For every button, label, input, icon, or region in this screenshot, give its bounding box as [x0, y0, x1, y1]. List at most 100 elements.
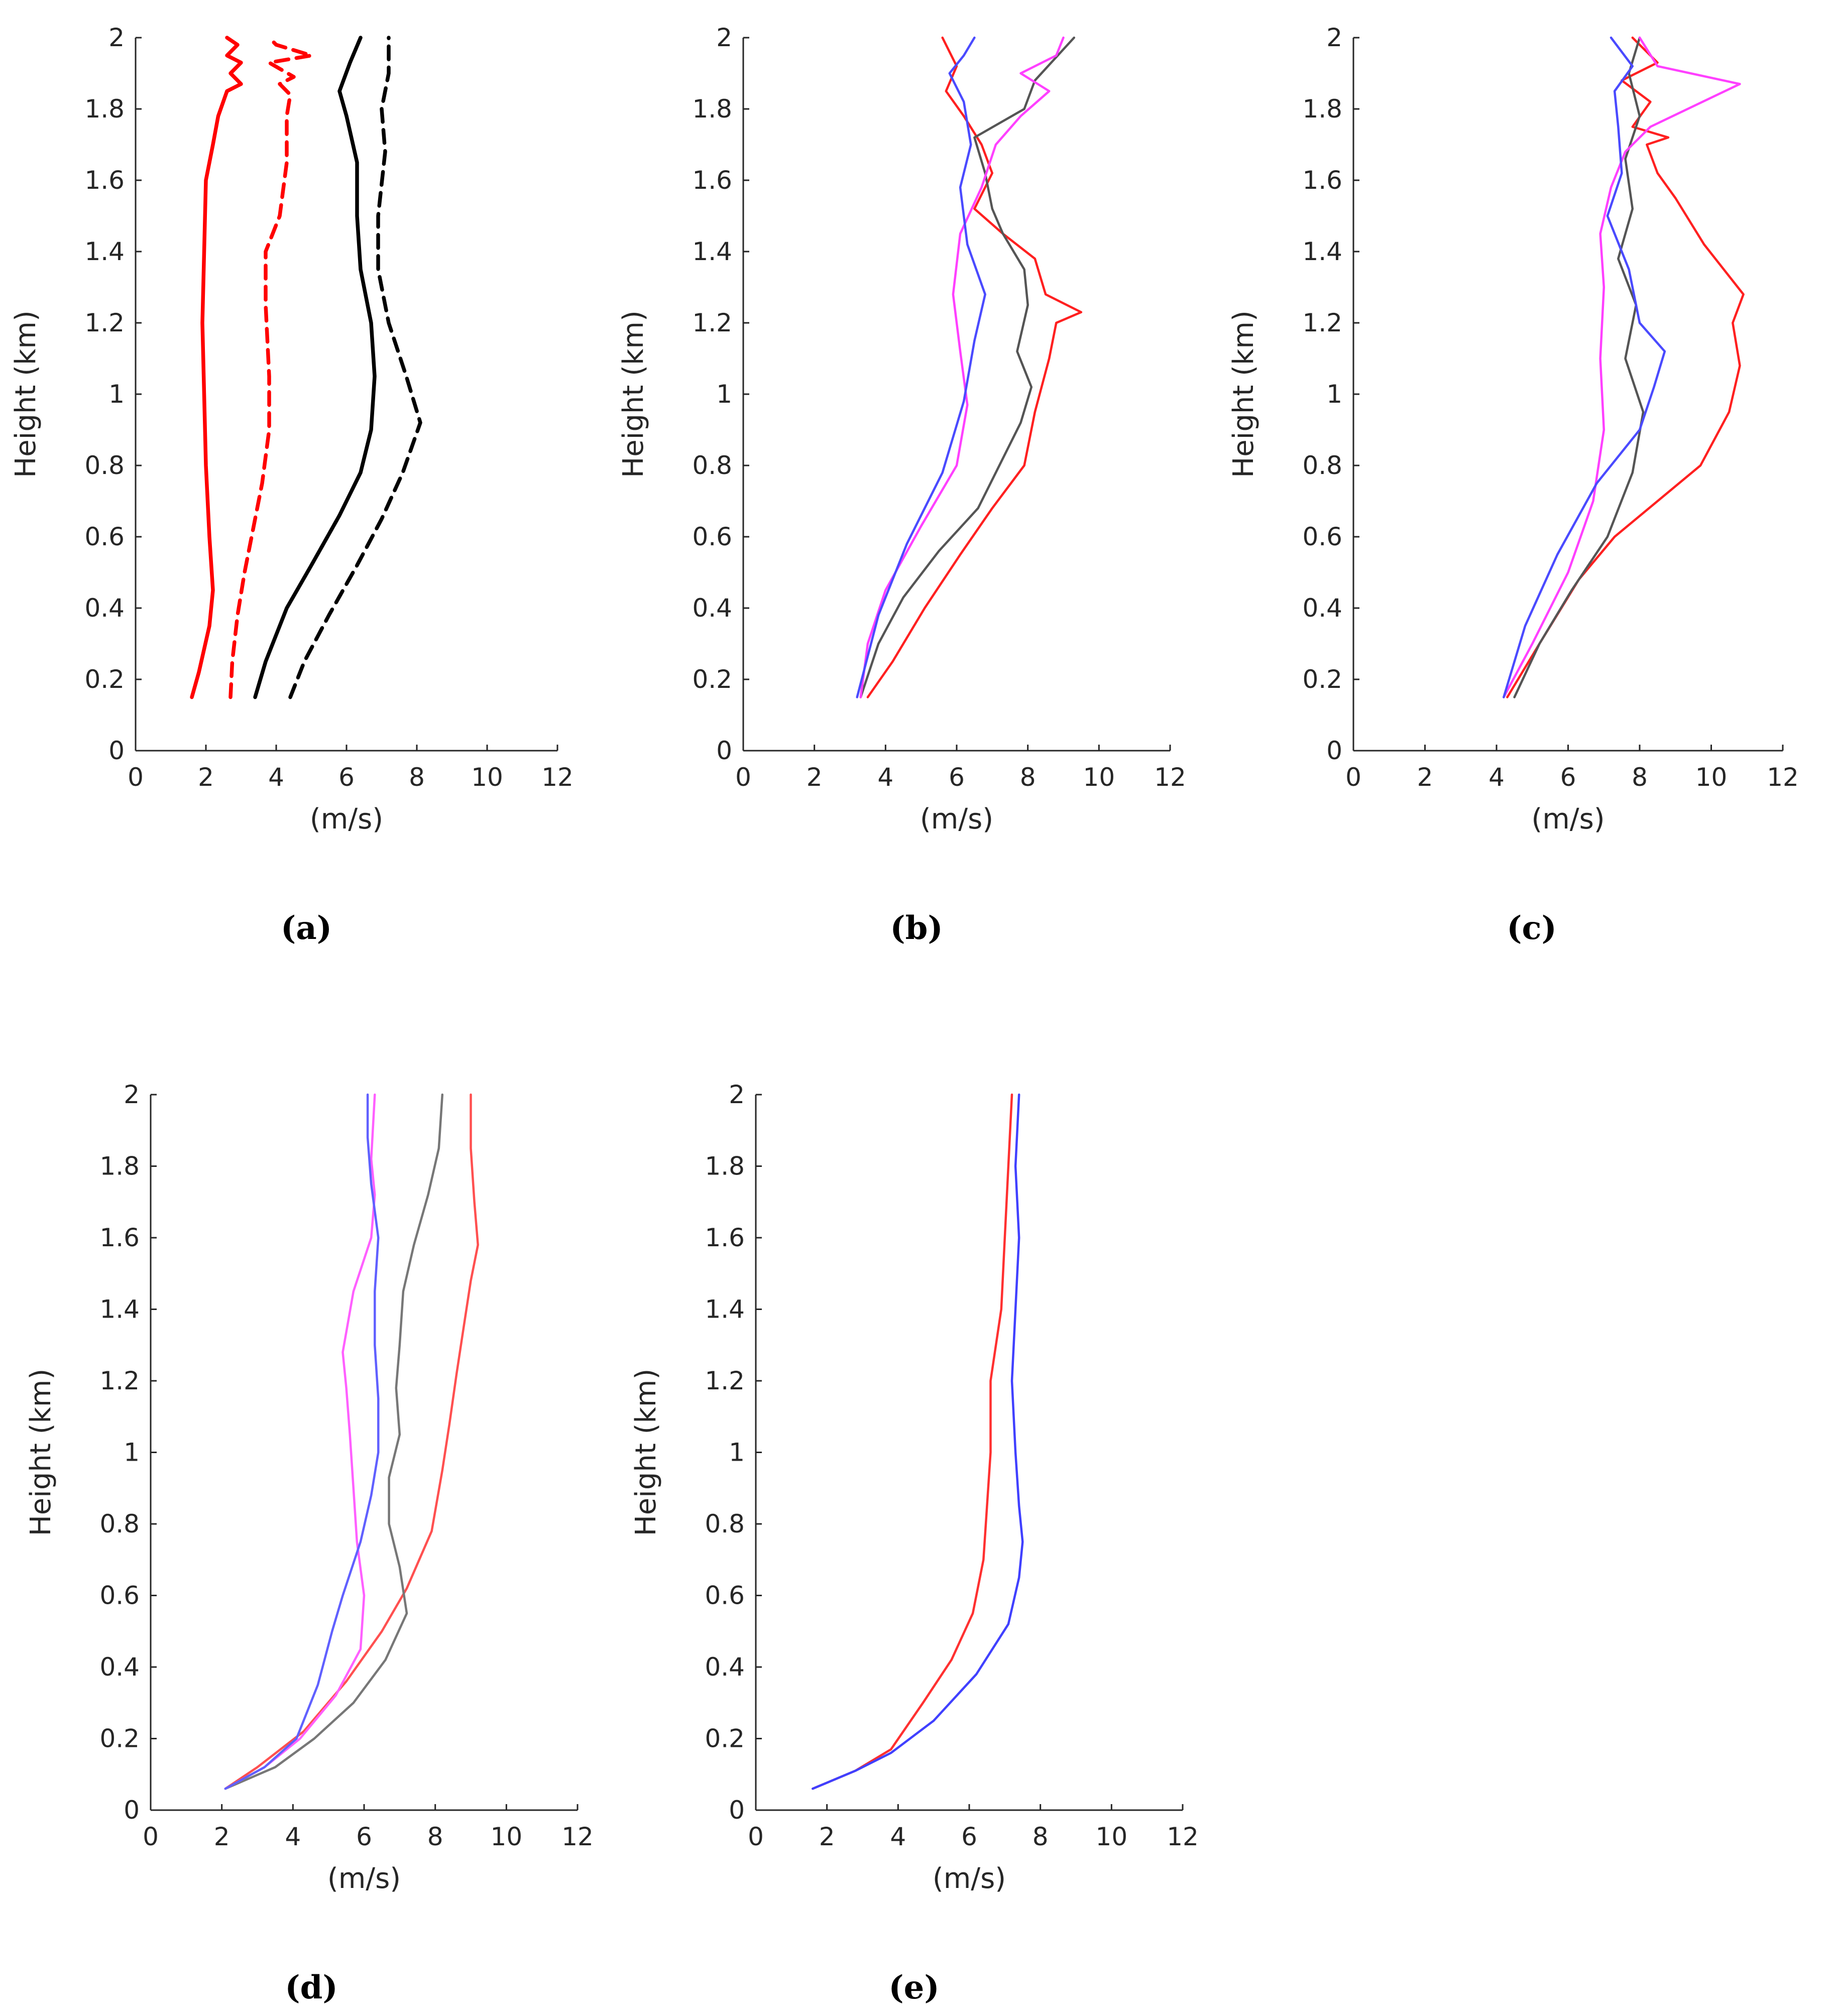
panel-e-ytick-label: 0 [729, 1796, 745, 1825]
panel-e-xtick-label: 6 [961, 1822, 977, 1851]
panel-c-ytick-label: 1.4 [1302, 237, 1342, 266]
panel-b-xtick-label: 10 [1083, 763, 1115, 792]
panel-e-ytick-label: 1 [729, 1438, 745, 1467]
panel-d-xtick-label: 0 [143, 1822, 159, 1851]
panel-e-label: (e) [888, 1969, 939, 2006]
panel-d-ytick-label: 0 [124, 1796, 140, 1825]
panel-d-ytick-label: 1.6 [99, 1223, 140, 1252]
panel-c-ylabel: Height (km) [1227, 310, 1260, 478]
panel-e-xlabel: (m/s) [933, 1862, 1006, 1895]
panel-c-xtick-label: 10 [1695, 763, 1728, 792]
panel-d-ytick-label: 1.8 [99, 1152, 140, 1181]
panel-e-xtick-label: 12 [1167, 1822, 1199, 1851]
panel-b-plot: 0 2 4 6 8 10 12 0 0.2 0.4 0.6 0.8 1 1.2 1.4 1.6 1.8 2 (m/s… [617, 23, 1186, 836]
panel-b-xtick-label: 4 [877, 763, 893, 792]
panel-a-plot: 0 2 4 6 8 10 12 0 0.2 0.4 0.6 0.8 1 1.2 1.4 1.6 1.8 2 (m/s… [10, 23, 574, 836]
panel-b: 0 2 4 6 8 10 12 0 0.2 0.4 0.6 0.8 1 1.2 1.4 1.6 1.8 2 (m/s… [617, 23, 1186, 947]
panel-a-series-black-solid [253, 36, 377, 699]
panel-e-ytick-label: 0.2 [705, 1724, 745, 1753]
panel-a-ytick-label: 0.6 [84, 522, 125, 551]
panel-a-xtick-label: 10 [471, 763, 503, 792]
panel-a-ytick-label: 1.8 [84, 94, 125, 124]
panel-a-xtick-label: 2 [198, 763, 214, 792]
panel-c-series-blue [1503, 36, 1666, 698]
panel-e-ytick-label: 1.2 [705, 1366, 745, 1395]
panel-e: 0 2 4 6 8 10 12 0 0.2 0.4 0.6 0.8 1 1.2 1.4 1.6 1.8 2 (m/s… [630, 1080, 1199, 2006]
panel-c: 0 2 4 6 8 10 12 0 0.2 0.4 0.6 0.8 1 1.2 1.4 1.6 1.8 2 (m/s… [1227, 23, 1799, 947]
panel-c-ytick-label: 1.8 [1302, 94, 1342, 124]
panel-e-ytick-label: 1.8 [705, 1152, 745, 1181]
panel-d-xtick-label: 10 [491, 1822, 523, 1851]
panel-b-ytick-label: 0.2 [692, 665, 732, 694]
panel-d-ytick-label: 0.8 [99, 1509, 140, 1538]
panel-a-ytick-label: 0 [108, 736, 125, 765]
panel-e-ylabel: Height (km) [630, 1369, 662, 1536]
panel-b-ylabel: Height (km) [617, 310, 650, 478]
panel-d-series-magenta [224, 1093, 376, 1790]
panel-a-ytick-label: 0.4 [84, 594, 125, 623]
panel-a-ytick-label: 0.8 [84, 451, 125, 480]
panel-d-ytick-label: 0.4 [99, 1652, 140, 1682]
panel-d-xtick-label: 6 [356, 1822, 372, 1851]
panel-b-series-black [859, 36, 1076, 698]
panel-c-xtick-label: 0 [1345, 763, 1361, 792]
panel-a-xlabel: (m/s) [310, 803, 383, 836]
panel-b-ytick-label: 0 [716, 736, 732, 765]
panel-a-label: (a) [281, 909, 332, 947]
panel-c-ytick-label: 2 [1326, 23, 1342, 52]
panel-a-ytick-label: 0.2 [84, 665, 125, 694]
panel-c-ytick-label: 1.6 [1302, 166, 1342, 195]
panel-b-series-magenta [859, 36, 1065, 698]
panel-a-series-red-dashed [228, 36, 313, 699]
panel-d-ytick-label: 0.2 [99, 1724, 140, 1753]
panel-e-series-red [812, 1093, 1013, 1790]
panel-a-xtick-label: 12 [541, 763, 574, 792]
panel-a-series-black-dashed [288, 36, 422, 699]
panel-a-ytick-label: 1.6 [84, 166, 125, 195]
panel-e-xtick-label: 0 [748, 1822, 764, 1851]
panel-e-ytick-label: 2 [729, 1080, 745, 1109]
panel-d-ytick-label: 1.4 [99, 1295, 140, 1324]
panel-b-xtick-label: 8 [1020, 763, 1036, 792]
panel-b-xtick-label: 12 [1154, 763, 1186, 792]
panel-a-ytick-label: 2 [108, 23, 125, 52]
panel-c-ytick-label: 0.6 [1302, 522, 1342, 551]
panel-c-ytick-label: 0.2 [1302, 665, 1342, 694]
panel-d-xlabel: (m/s) [327, 1862, 401, 1895]
panel-c-xtick-label: 12 [1767, 763, 1799, 792]
panel-d-xtick-label: 12 [561, 1822, 594, 1851]
panel-a-ytick-label: 1.4 [84, 237, 125, 266]
panel-b-ytick-label: 0.6 [692, 522, 732, 551]
panel-c-ytick-label: 0.4 [1302, 594, 1342, 623]
panel-c-series-red [1506, 36, 1745, 698]
panel-d-ylabel: Height (km) [25, 1369, 57, 1536]
panel-c-ytick-label: 1 [1326, 380, 1342, 409]
panel-e-plot: 0 2 4 6 8 10 12 0 0.2 0.4 0.6 0.8 1 1.2 1.4 1.6 1.8 2 (m/s… [630, 1080, 1199, 1895]
panel-a-xtick-label: 6 [338, 763, 355, 792]
panel-a: 0 2 4 6 8 10 12 0 0.2 0.4 0.6 0.8 1 1.2 1.4 1.6 1.8 2 (m/s… [10, 23, 574, 947]
panel-b-xtick-label: 6 [949, 763, 965, 792]
panel-b-ytick-label: 1.8 [692, 94, 732, 124]
panel-c-ytick-label: 1.2 [1302, 308, 1342, 337]
panel-d-series-blue [224, 1093, 380, 1790]
panel-b-ytick-label: 0.8 [692, 451, 732, 480]
panel-a-xtick-label: 0 [128, 763, 144, 792]
panel-e-xtick-label: 4 [890, 1822, 906, 1851]
panel-d: 0 2 4 6 8 10 12 0 0.2 0.4 0.6 0.8 1 1.2 1.4 1.6 1.8 2 (m/s… [25, 1080, 594, 2006]
panel-a-ytick-label: 1 [108, 380, 125, 409]
panel-b-ytick-label: 1 [716, 380, 732, 409]
panel-a-xtick-label: 4 [268, 763, 284, 792]
panel-b-ytick-label: 0.4 [692, 594, 732, 623]
panel-c-series-black [1513, 36, 1645, 698]
panel-a-xtick-label: 8 [409, 763, 425, 792]
panel-e-xtick-label: 2 [819, 1822, 835, 1851]
panel-b-xtick-label: 0 [735, 763, 751, 792]
panel-b-ytick-label: 1.4 [692, 237, 732, 266]
panel-b-ytick-label: 2 [716, 23, 732, 52]
panel-e-ytick-label: 1.6 [705, 1223, 745, 1252]
panel-e-series-blue [812, 1093, 1024, 1790]
panel-d-series-black [224, 1093, 444, 1790]
panel-e-ytick-label: 0.6 [705, 1581, 745, 1610]
panel-c-xtick-label: 6 [1560, 763, 1576, 792]
